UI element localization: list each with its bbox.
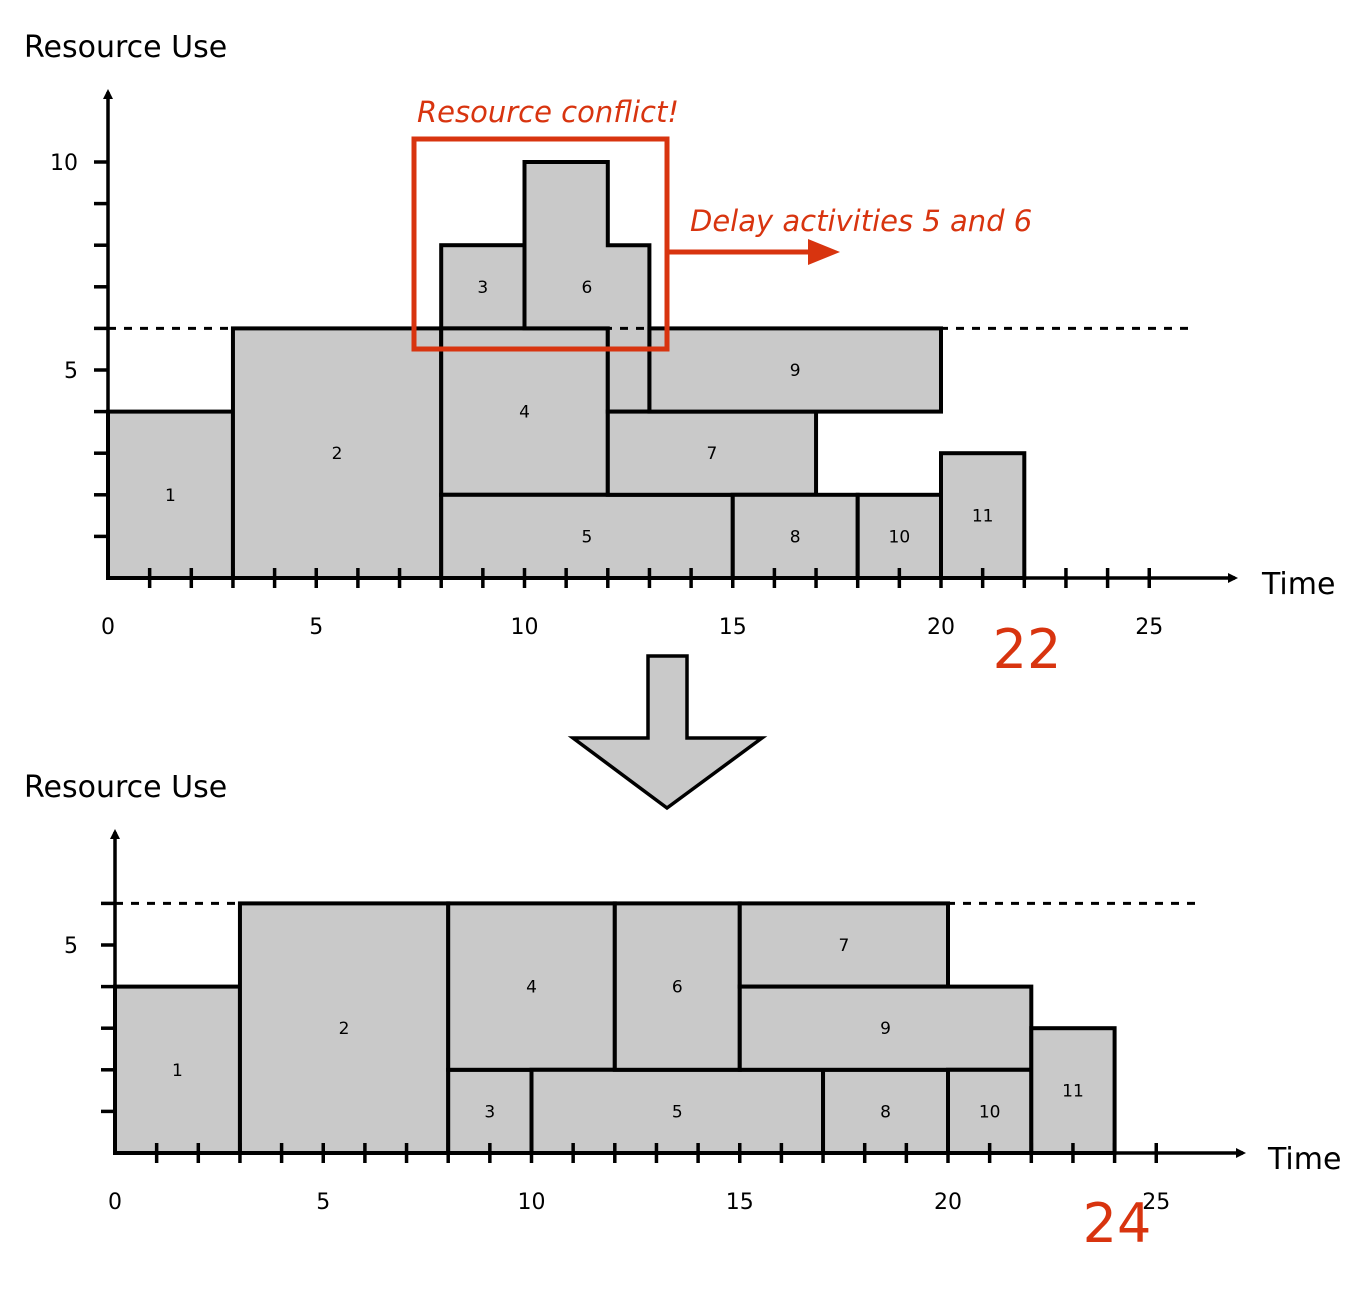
x-tick-label: 15	[726, 1190, 754, 1215]
activity-7-label: 7	[707, 444, 718, 464]
activity-9-label: 9	[790, 361, 801, 381]
x-tick-label: 20	[934, 1190, 962, 1215]
activity-8-label: 8	[790, 527, 801, 547]
activity-9-label: 9	[880, 1019, 891, 1039]
transition-down-arrow	[567, 654, 768, 811]
y-axis-title: Resource Use	[24, 30, 227, 65]
delay-label: Delay activities 5 and 6	[690, 204, 1032, 238]
x-tick-label: 20	[927, 615, 955, 640]
activity-7-label: 7	[838, 936, 849, 956]
activity-2-label: 2	[339, 1019, 350, 1039]
conflict-label: Resource conflict!	[417, 95, 679, 129]
y-tick-label: 10	[50, 151, 78, 176]
x-tick-label: 0	[108, 1190, 122, 1215]
activity-6-label: 6	[582, 278, 593, 298]
x-tick-label: 25	[1135, 615, 1163, 640]
x-axis-title: Time	[1261, 567, 1335, 602]
activity-8-label: 8	[880, 1102, 891, 1122]
activity-4-label: 4	[519, 403, 530, 423]
x-tick-label: 10	[511, 615, 539, 640]
x-tick-label: 0	[101, 615, 115, 640]
y-axis-title: Resource Use	[24, 770, 227, 805]
activity-6-bar	[612, 901, 742, 1072]
x-tick-label: 5	[309, 615, 323, 640]
delay-arrow-head	[808, 239, 840, 265]
activity-2-label: 2	[332, 444, 343, 464]
chart-after-leveling: 1 2 3 4 5 6 7 8 9 10 11 0 5 10 15 20 25 5 Resource Use Time…	[24, 770, 1341, 1255]
project-duration-label: 22	[993, 618, 1062, 681]
activity-3-label: 3	[477, 278, 488, 298]
activity-11-label: 11	[1062, 1082, 1084, 1102]
activity-4-label: 4	[526, 978, 537, 998]
activity-2-bar	[230, 326, 444, 580]
x-tick-label: 5	[316, 1190, 330, 1215]
y-tick-label: 5	[64, 359, 78, 384]
activity-9-bar	[737, 984, 1034, 1072]
activity-1-label: 1	[165, 486, 176, 506]
conflict-annotation: Resource conflict! Delay activities 5 an…	[411, 95, 1032, 352]
activity-5-label: 5	[582, 527, 593, 547]
activity-3-label: 3	[484, 1102, 495, 1122]
activity-5-label: 5	[672, 1102, 683, 1122]
activity-10-label: 10	[889, 527, 911, 547]
activity-8-bar	[730, 492, 860, 580]
x-tick-label: 25	[1142, 1190, 1170, 1215]
conflict-box	[411, 136, 670, 352]
activity-6-label: 6	[672, 978, 683, 998]
chart-before-leveling: 1 2 3 4 5 6 7 8 9 10 11 0 5 10 15 20 25 5 10 Resource Use Ti…	[24, 30, 1335, 681]
activity-7-bar	[605, 409, 819, 497]
x-tick-label: 10	[518, 1190, 546, 1215]
activity-11-label: 11	[972, 507, 994, 527]
activity-11-bar	[1029, 1026, 1117, 1155]
x-axis-title: Time	[1267, 1142, 1341, 1177]
activity-1-label: 1	[172, 1061, 183, 1081]
activity-10-label: 10	[979, 1102, 1001, 1122]
activity-9-bar	[647, 326, 943, 414]
activity-10-bar	[946, 1067, 1034, 1156]
x-tick-label: 15	[719, 615, 747, 640]
project-duration-label: 24	[1083, 1192, 1152, 1255]
y-tick-label: 5	[64, 934, 78, 959]
